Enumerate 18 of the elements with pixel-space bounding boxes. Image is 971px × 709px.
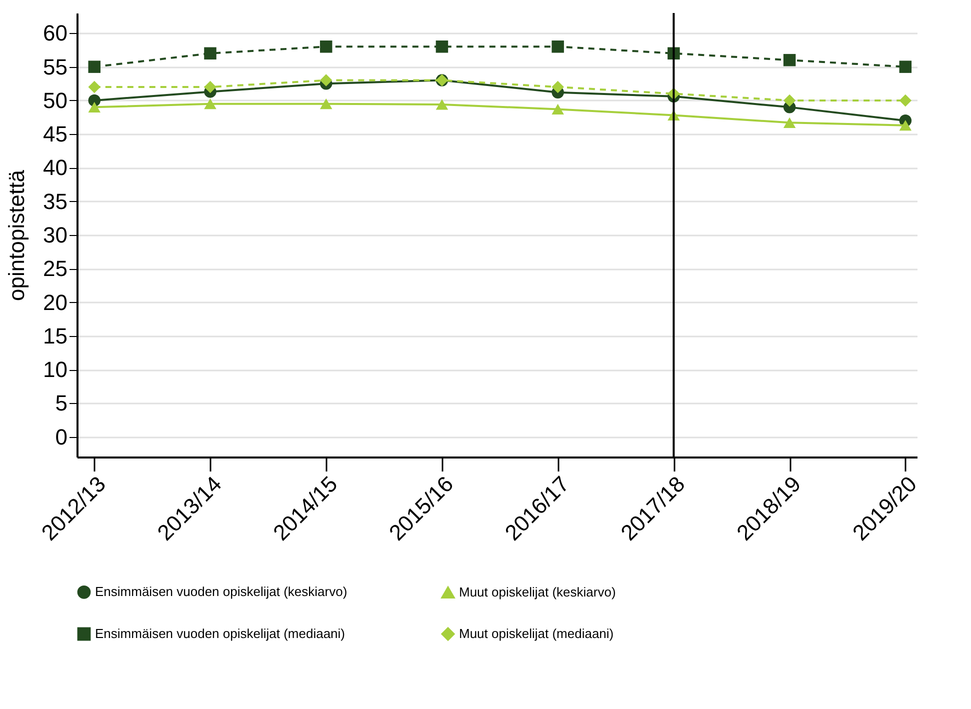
y-tick-label: 0 — [55, 424, 68, 450]
y-tick-label: 10 — [43, 357, 68, 382]
y-tick-label: 25 — [43, 256, 68, 282]
y-tick-label: 15 — [43, 323, 68, 348]
y-tick-label: 40 — [43, 155, 68, 180]
y-tick-label: 55 — [43, 54, 68, 80]
y-axis-title: opintopistettä — [4, 169, 30, 301]
y-tick-label: 30 — [43, 222, 68, 248]
y-tick-label: 60 — [43, 20, 68, 46]
legend-label: Muut opiskelijat (keskiarvo) — [459, 584, 616, 600]
legend-label: Ensimmäisen vuoden opiskelijat (keskiarvo) — [95, 584, 348, 600]
y-tick-label: 50 — [43, 88, 68, 113]
y-tick-label: 35 — [43, 188, 68, 214]
legend-label: Muut opiskelijat (mediaani) — [459, 626, 614, 641]
legend-label: Ensimmäisen vuoden opiskelijat (mediaani) — [95, 626, 346, 641]
y-tick-label: 45 — [43, 122, 68, 147]
y-tick-label: 5 — [55, 390, 68, 416]
y-tick-label: 20 — [43, 290, 68, 315]
